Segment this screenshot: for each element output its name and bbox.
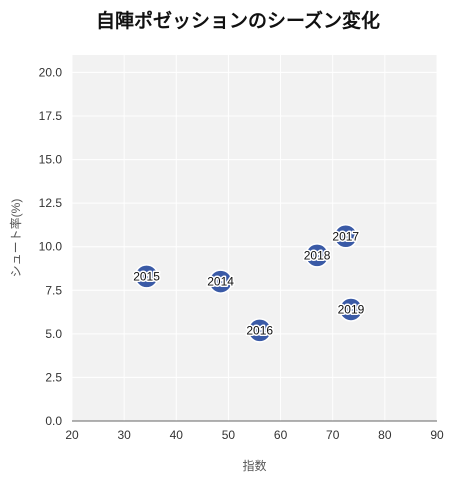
x-tick-label: 50: [222, 428, 236, 442]
gridlines: [71, 55, 438, 422]
point-label: 2015: [133, 269, 160, 283]
point-label-halo: 2019: [338, 302, 365, 316]
y-tick-label: 17.5: [39, 109, 63, 123]
x-tick-label: 20: [65, 428, 79, 442]
x-tick-label: 40: [170, 428, 184, 442]
y-tick-label: 7.5: [45, 283, 62, 297]
x-axis-ticks: 20 30 40 50 60 70 80 90: [65, 428, 444, 442]
point-label-halo: 2017: [332, 229, 359, 243]
point-marker: [247, 318, 272, 343]
point-marker: [338, 297, 364, 322]
point-label: 2014: [207, 275, 234, 289]
chart-title: 自陣ポゼッションのシーズン変化: [96, 9, 380, 32]
y-tick-label: 15.0: [39, 153, 63, 167]
y-tick-label: 5.0: [45, 327, 62, 341]
x-tick-label: 60: [274, 428, 288, 442]
point-label: 2016: [246, 323, 273, 337]
point-label: 2018: [304, 248, 331, 262]
point-marker: [304, 243, 330, 268]
point-label: 2017: [332, 229, 359, 243]
y-tick-label: 0.0: [45, 414, 62, 428]
point-label-halo: 2018: [304, 248, 331, 262]
x-tick-label: 80: [378, 428, 392, 442]
y-tick-label: 10.0: [39, 240, 63, 254]
x-tick-label: 70: [326, 428, 340, 442]
point-marker: [333, 224, 358, 249]
x-axis-label: 指数: [242, 458, 266, 473]
point-label-halo: 2016: [246, 323, 273, 337]
y-tick-label: 2.5: [45, 370, 62, 384]
x-tick-label: 30: [117, 428, 131, 442]
y-tick-label: 20.0: [39, 65, 63, 79]
point-label-halo: 2014: [207, 275, 234, 289]
plot-area: [72, 55, 437, 421]
y-tick-label: 12.5: [39, 196, 63, 210]
point-marker: [208, 269, 233, 294]
y-axis-label: シュート率(%): [8, 199, 23, 278]
x-tick-label: 90: [430, 428, 444, 442]
point-label-halo: 2015: [133, 269, 160, 283]
point-label: 2019: [338, 302, 365, 316]
y-axis-ticks: 0.0 2.5 5.0 7.5 10.0 12.5 15.0 17.5 20.0: [39, 65, 63, 428]
point-marker: [134, 264, 159, 289]
